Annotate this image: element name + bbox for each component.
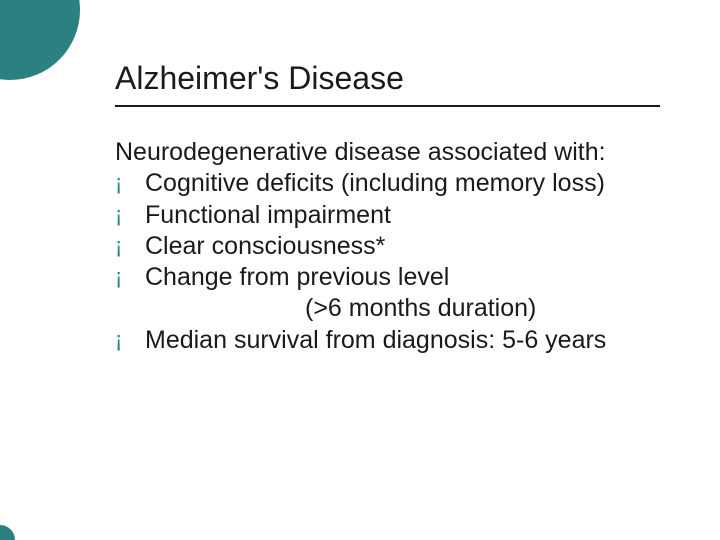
slide-title: Alzheimer's Disease (115, 60, 660, 107)
bullet-text: Median survival from diagnosis: 5-6 year… (145, 326, 606, 354)
intro-text: Neurodegenerative disease associated wit… (115, 137, 660, 168)
bullet-text: Cognitive deficits (including memory los… (145, 169, 605, 197)
list-item: Functional impairment (115, 200, 660, 231)
bullet-text: Clear consciousness* (145, 232, 385, 260)
bullet-subtext: (>6 months duration) (145, 293, 660, 324)
list-item: Change from previous level (>6 months du… (115, 262, 660, 325)
bullet-list: Cognitive deficits (including memory los… (115, 168, 660, 356)
list-item: Clear consciousness* (115, 231, 660, 262)
intro-line: Neurodegenerative disease associated wit… (115, 137, 660, 168)
bullet-text: Change from previous level (145, 263, 449, 291)
list-item: Median survival from diagnosis: 5-6 year… (115, 325, 660, 356)
list-item: Cognitive deficits (including memory los… (115, 168, 660, 199)
slide-container: Alzheimer's Disease Neurodegenerative di… (0, 0, 720, 540)
slide-body: Neurodegenerative disease associated wit… (115, 137, 660, 356)
bullet-text: Functional impairment (145, 201, 391, 229)
